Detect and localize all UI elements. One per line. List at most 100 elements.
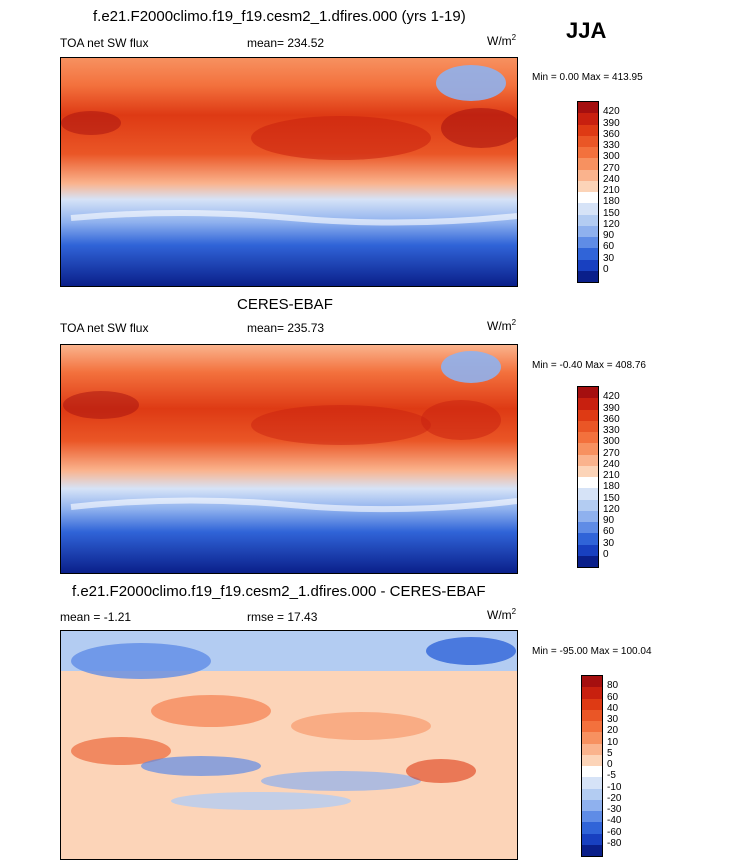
colorbar-tick-label: 90 bbox=[603, 230, 615, 241]
panel-2-unit-label: W/m2 bbox=[487, 318, 517, 333]
colorbar-tick-label: 20 bbox=[607, 725, 619, 737]
colorbar-tick-label: 40 bbox=[607, 702, 619, 714]
panel-3-minmax: Min = -95.00 Max = 100.04 bbox=[532, 646, 652, 657]
colorbar-segment bbox=[578, 477, 598, 489]
colorbar-segment bbox=[578, 409, 598, 421]
colorbar-tick-label: 0 bbox=[603, 263, 609, 275]
colorbar-segment bbox=[578, 180, 598, 192]
colorbar-tick-label: 60 bbox=[603, 241, 615, 253]
colorbar-segment bbox=[582, 799, 602, 811]
colorbar-segment bbox=[578, 499, 598, 511]
panel-2-map bbox=[60, 344, 518, 574]
colorbar-tick-label: -40 bbox=[607, 815, 622, 827]
colorbar-tick-label: 210 bbox=[603, 185, 620, 196]
panel-3-colorbar bbox=[581, 675, 603, 857]
colorbar-tick-label: 330 bbox=[603, 425, 620, 436]
colorbar-segment bbox=[578, 158, 598, 170]
colorbar-segment bbox=[582, 777, 602, 789]
colorbar-segment bbox=[578, 432, 598, 444]
colorbar-segment bbox=[578, 488, 598, 500]
colorbar-segment bbox=[578, 135, 598, 147]
colorbar-tick-label: 0 bbox=[603, 548, 609, 560]
colorbar-tick-label: 60 bbox=[603, 526, 615, 538]
colorbar-segment bbox=[582, 687, 602, 699]
colorbar-tick-label: 330 bbox=[603, 140, 620, 151]
colorbar-tick-label: 90 bbox=[603, 515, 615, 526]
colorbar-tick-label: 30 bbox=[607, 714, 619, 725]
colorbar-segment bbox=[578, 248, 598, 260]
colorbar-segment bbox=[582, 766, 602, 778]
colorbar-tick-label: 30 bbox=[603, 537, 615, 549]
colorbar-segment bbox=[578, 124, 598, 136]
panel-3-field bbox=[61, 631, 517, 859]
colorbar-tick-label: 270 bbox=[603, 162, 620, 174]
colorbar-tick-label: 420 bbox=[603, 106, 620, 118]
colorbar-tick-label: 210 bbox=[603, 470, 620, 481]
colorbar-tick-label: 390 bbox=[603, 402, 620, 414]
colorbar-segment bbox=[578, 225, 598, 237]
colorbar-tick-label: 120 bbox=[603, 503, 620, 515]
colorbar-tick-label: 180 bbox=[603, 196, 620, 208]
colorbar-tick-label: -5 bbox=[607, 770, 616, 782]
colorbar-tick-label: 240 bbox=[603, 173, 620, 185]
colorbar-segment bbox=[578, 214, 598, 226]
panel-3-title: f.e21.F2000climo.f19_f19.cesm2_1.dfires.… bbox=[72, 583, 486, 600]
colorbar-segment bbox=[582, 732, 602, 744]
colorbar-tick-label: 150 bbox=[603, 207, 620, 219]
panel-1-minmax: Min = 0.00 Max = 413.95 bbox=[532, 72, 643, 83]
colorbar-segment bbox=[582, 721, 602, 733]
panel-2-title: CERES-EBAF bbox=[237, 296, 333, 313]
panel-1-mean-label: mean= 234.52 bbox=[247, 36, 325, 50]
colorbar-segment bbox=[578, 147, 598, 159]
panel-1-colorbar bbox=[577, 101, 599, 283]
colorbar-tick-label: 30 bbox=[603, 252, 615, 264]
colorbar-segment bbox=[578, 465, 598, 477]
panel-3-unit-label: W/m2 bbox=[487, 607, 517, 622]
colorbar-tick-label: 360 bbox=[603, 413, 620, 425]
colorbar-segment bbox=[578, 533, 598, 545]
season-label: JJA bbox=[566, 18, 607, 43]
colorbar-tick-label: 10 bbox=[607, 736, 619, 748]
colorbar-segment bbox=[582, 811, 602, 823]
colorbar-segment bbox=[582, 743, 602, 755]
panel-1-variable-label: TOA net SW flux bbox=[60, 36, 149, 50]
panel-2-mean-label: mean= 235.73 bbox=[247, 321, 325, 335]
colorbar-segment bbox=[578, 237, 598, 249]
colorbar-segment bbox=[578, 544, 598, 556]
colorbar-segment bbox=[582, 844, 602, 856]
panel-2-field bbox=[61, 345, 517, 573]
colorbar-tick-label: 120 bbox=[603, 218, 620, 230]
colorbar-tick-label: 180 bbox=[603, 481, 620, 493]
colorbar-tick-label: 360 bbox=[603, 128, 620, 140]
colorbar-tick-label: 300 bbox=[603, 151, 620, 163]
colorbar-tick-label: 390 bbox=[603, 117, 620, 129]
colorbar-tick-label: 60 bbox=[607, 691, 619, 703]
colorbar-segment bbox=[578, 387, 598, 399]
colorbar-tick-label: -80 bbox=[607, 837, 622, 849]
colorbar-tick-label: 150 bbox=[603, 492, 620, 504]
colorbar-tick-label: 420 bbox=[603, 391, 620, 403]
colorbar-segment bbox=[578, 259, 598, 271]
colorbar-tick-label: 0 bbox=[607, 759, 613, 770]
panel-2-colorbar bbox=[577, 386, 599, 568]
colorbar-segment bbox=[582, 754, 602, 766]
colorbar-segment bbox=[578, 398, 598, 410]
colorbar-tick-label: 5 bbox=[607, 747, 613, 759]
panel-1-map bbox=[60, 57, 518, 287]
colorbar-tick-label: -60 bbox=[607, 826, 622, 838]
panel-1-title: f.e21.F2000climo.f19_f19.cesm2_1.dfires.… bbox=[93, 8, 466, 25]
colorbar-segment bbox=[578, 270, 598, 282]
panel-2-variable-label: TOA net SW flux bbox=[60, 321, 149, 335]
colorbar-tick-label: -10 bbox=[607, 781, 622, 793]
colorbar-tick-label: 240 bbox=[603, 458, 620, 470]
colorbar-segment bbox=[578, 169, 598, 181]
colorbar-segment bbox=[582, 698, 602, 710]
panel-1-unit-label: W/m2 bbox=[487, 33, 517, 48]
colorbar-segment bbox=[582, 822, 602, 834]
colorbar-segment bbox=[578, 192, 598, 204]
colorbar-segment bbox=[578, 102, 598, 114]
colorbar-segment bbox=[578, 522, 598, 534]
colorbar-segment bbox=[578, 454, 598, 466]
panel-3-map bbox=[60, 630, 518, 860]
panel-2-minmax: Min = -0.40 Max = 408.76 bbox=[532, 360, 646, 371]
